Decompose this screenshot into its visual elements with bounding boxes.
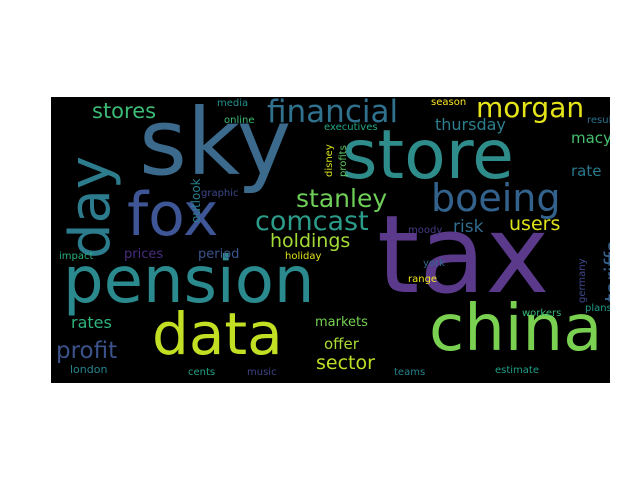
word-financial: financial [267,97,399,130]
word-offer: offer [324,335,359,353]
word-china: china [429,292,603,366]
word-teams: teams [394,367,426,378]
word-cents: cents [188,367,216,378]
word-thursday: thursday [435,115,506,134]
word-morgan: morgan [476,97,585,124]
word-store: store [342,116,514,195]
word-workers: workers [522,308,562,319]
word-germany: germany [577,258,588,303]
word-moody: moody [408,225,443,236]
word-plans: plans [585,303,610,314]
word-york: york [423,258,445,269]
word-profit: profit [56,338,118,364]
word-executives: executives [324,122,378,133]
word-comcast: comcast [255,206,369,237]
word-media: media [217,98,249,109]
word-period: period [198,247,240,262]
word-data: data [152,300,283,368]
word-profits: profits [338,145,349,177]
word-tariffs: tariffs [601,241,610,302]
word-prices: prices [124,247,164,262]
word-fox: fox [127,180,219,250]
word-impact: impact [59,251,94,262]
word-macy: macy [571,129,610,147]
word-stanley: stanley [296,184,388,213]
word-london: london [70,363,108,376]
word-music: music [247,367,277,378]
word-results: results [587,115,610,126]
word-estimate: estimate [495,365,540,376]
word-sky: sky [139,97,292,196]
word-risk: risk [453,217,484,237]
word-holiday: holiday [285,251,322,262]
word-users: users [509,213,561,235]
word-boeing: boeing [431,176,561,220]
word-tax: tax [377,193,550,318]
word-sector: sector [316,352,375,374]
word-pension: pension [63,244,315,318]
word-holdings: holdings [270,230,351,252]
word-online: online [224,115,255,126]
word-range: range [408,274,438,285]
word-outlook: outlook [189,178,203,223]
word-stores: stores [92,99,157,123]
word-rates: rates [71,313,112,332]
word-markets: markets [315,315,368,330]
word-day: day [58,155,123,259]
word-cloud-canvas: tax sky store pension china data fox day… [51,97,610,383]
word-rate: rate [571,162,602,180]
word-graphic: graphic [201,188,239,199]
word-season: season [431,97,467,108]
